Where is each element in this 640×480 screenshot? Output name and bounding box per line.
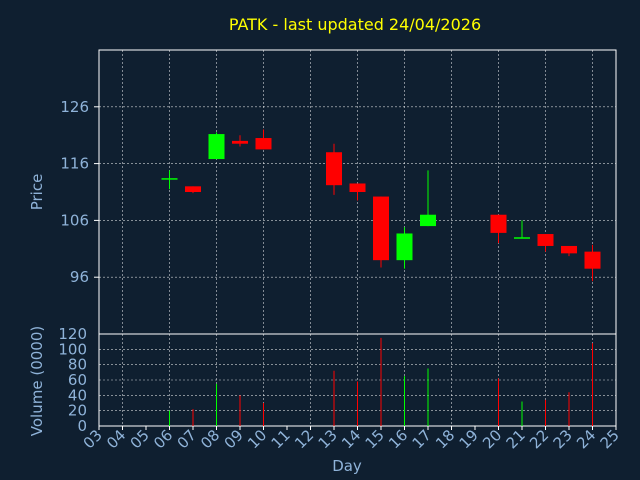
volume-tick-label: 40 bbox=[68, 386, 87, 404]
chart-title: PATK - last updated 24/04/2026 bbox=[229, 15, 481, 34]
x-axis-label: Day bbox=[332, 457, 362, 475]
x-tick-label: 24 bbox=[573, 426, 599, 452]
price-tick-label: 96 bbox=[70, 268, 89, 286]
x-tick-label: 20 bbox=[479, 426, 505, 452]
x-tick-label: 17 bbox=[409, 426, 435, 452]
volume-tick-label: 0 bbox=[77, 417, 87, 435]
x-tick-label: 23 bbox=[550, 426, 576, 452]
price-tick-label: 126 bbox=[60, 98, 89, 116]
price-panel: 96 106 116 126 bbox=[60, 49, 617, 335]
x-tick-label: 05 bbox=[127, 426, 153, 452]
candle-body bbox=[584, 251, 601, 269]
volume-tick-label: 60 bbox=[68, 371, 87, 389]
x-tick-label: 07 bbox=[174, 426, 200, 452]
price-tick-label: 116 bbox=[60, 155, 89, 173]
x-tick-label: 22 bbox=[526, 426, 552, 452]
x-tick-label: 19 bbox=[456, 426, 482, 452]
volume-tick-label: 20 bbox=[68, 402, 87, 420]
candle-body bbox=[326, 152, 342, 186]
volume-tick-label: 80 bbox=[68, 356, 87, 374]
x-tick-label: 15 bbox=[362, 426, 388, 452]
volume-tick-label: 100 bbox=[58, 340, 87, 358]
volume-panel: 0204060801001200304050607080910111213141… bbox=[58, 325, 622, 452]
candle-body bbox=[255, 138, 272, 150]
x-tick-label: 11 bbox=[268, 426, 294, 452]
x-tick-label: 14 bbox=[338, 426, 364, 452]
candle-body bbox=[349, 183, 366, 192]
x-tick-label: 16 bbox=[385, 426, 411, 452]
candle-body bbox=[208, 134, 225, 160]
x-tick-label: 18 bbox=[432, 426, 458, 452]
x-tick-label: 21 bbox=[503, 426, 529, 452]
candle-body bbox=[373, 196, 389, 261]
x-tick-label: 08 bbox=[197, 426, 223, 452]
x-tick-label: 10 bbox=[244, 426, 270, 452]
x-tick-label: 09 bbox=[221, 426, 247, 452]
candle-body bbox=[537, 234, 554, 246]
volume-axis-label: Volume (0000) bbox=[28, 326, 46, 436]
price-tick-label: 106 bbox=[60, 211, 89, 229]
candle-body bbox=[185, 186, 201, 192]
x-tick-label: 06 bbox=[150, 426, 176, 452]
candle-body bbox=[490, 214, 507, 233]
price-axis-label: Price bbox=[28, 174, 46, 211]
volume-tick-label: 120 bbox=[58, 325, 87, 343]
x-tick-label: 13 bbox=[315, 426, 341, 452]
candle-body bbox=[396, 233, 413, 261]
candle-body bbox=[561, 245, 577, 254]
x-tick-label: 12 bbox=[291, 426, 317, 452]
x-tick-label: 04 bbox=[103, 426, 129, 452]
candle-body bbox=[420, 214, 436, 227]
candle-body bbox=[232, 140, 248, 144]
x-tick-label: 25 bbox=[597, 426, 623, 452]
